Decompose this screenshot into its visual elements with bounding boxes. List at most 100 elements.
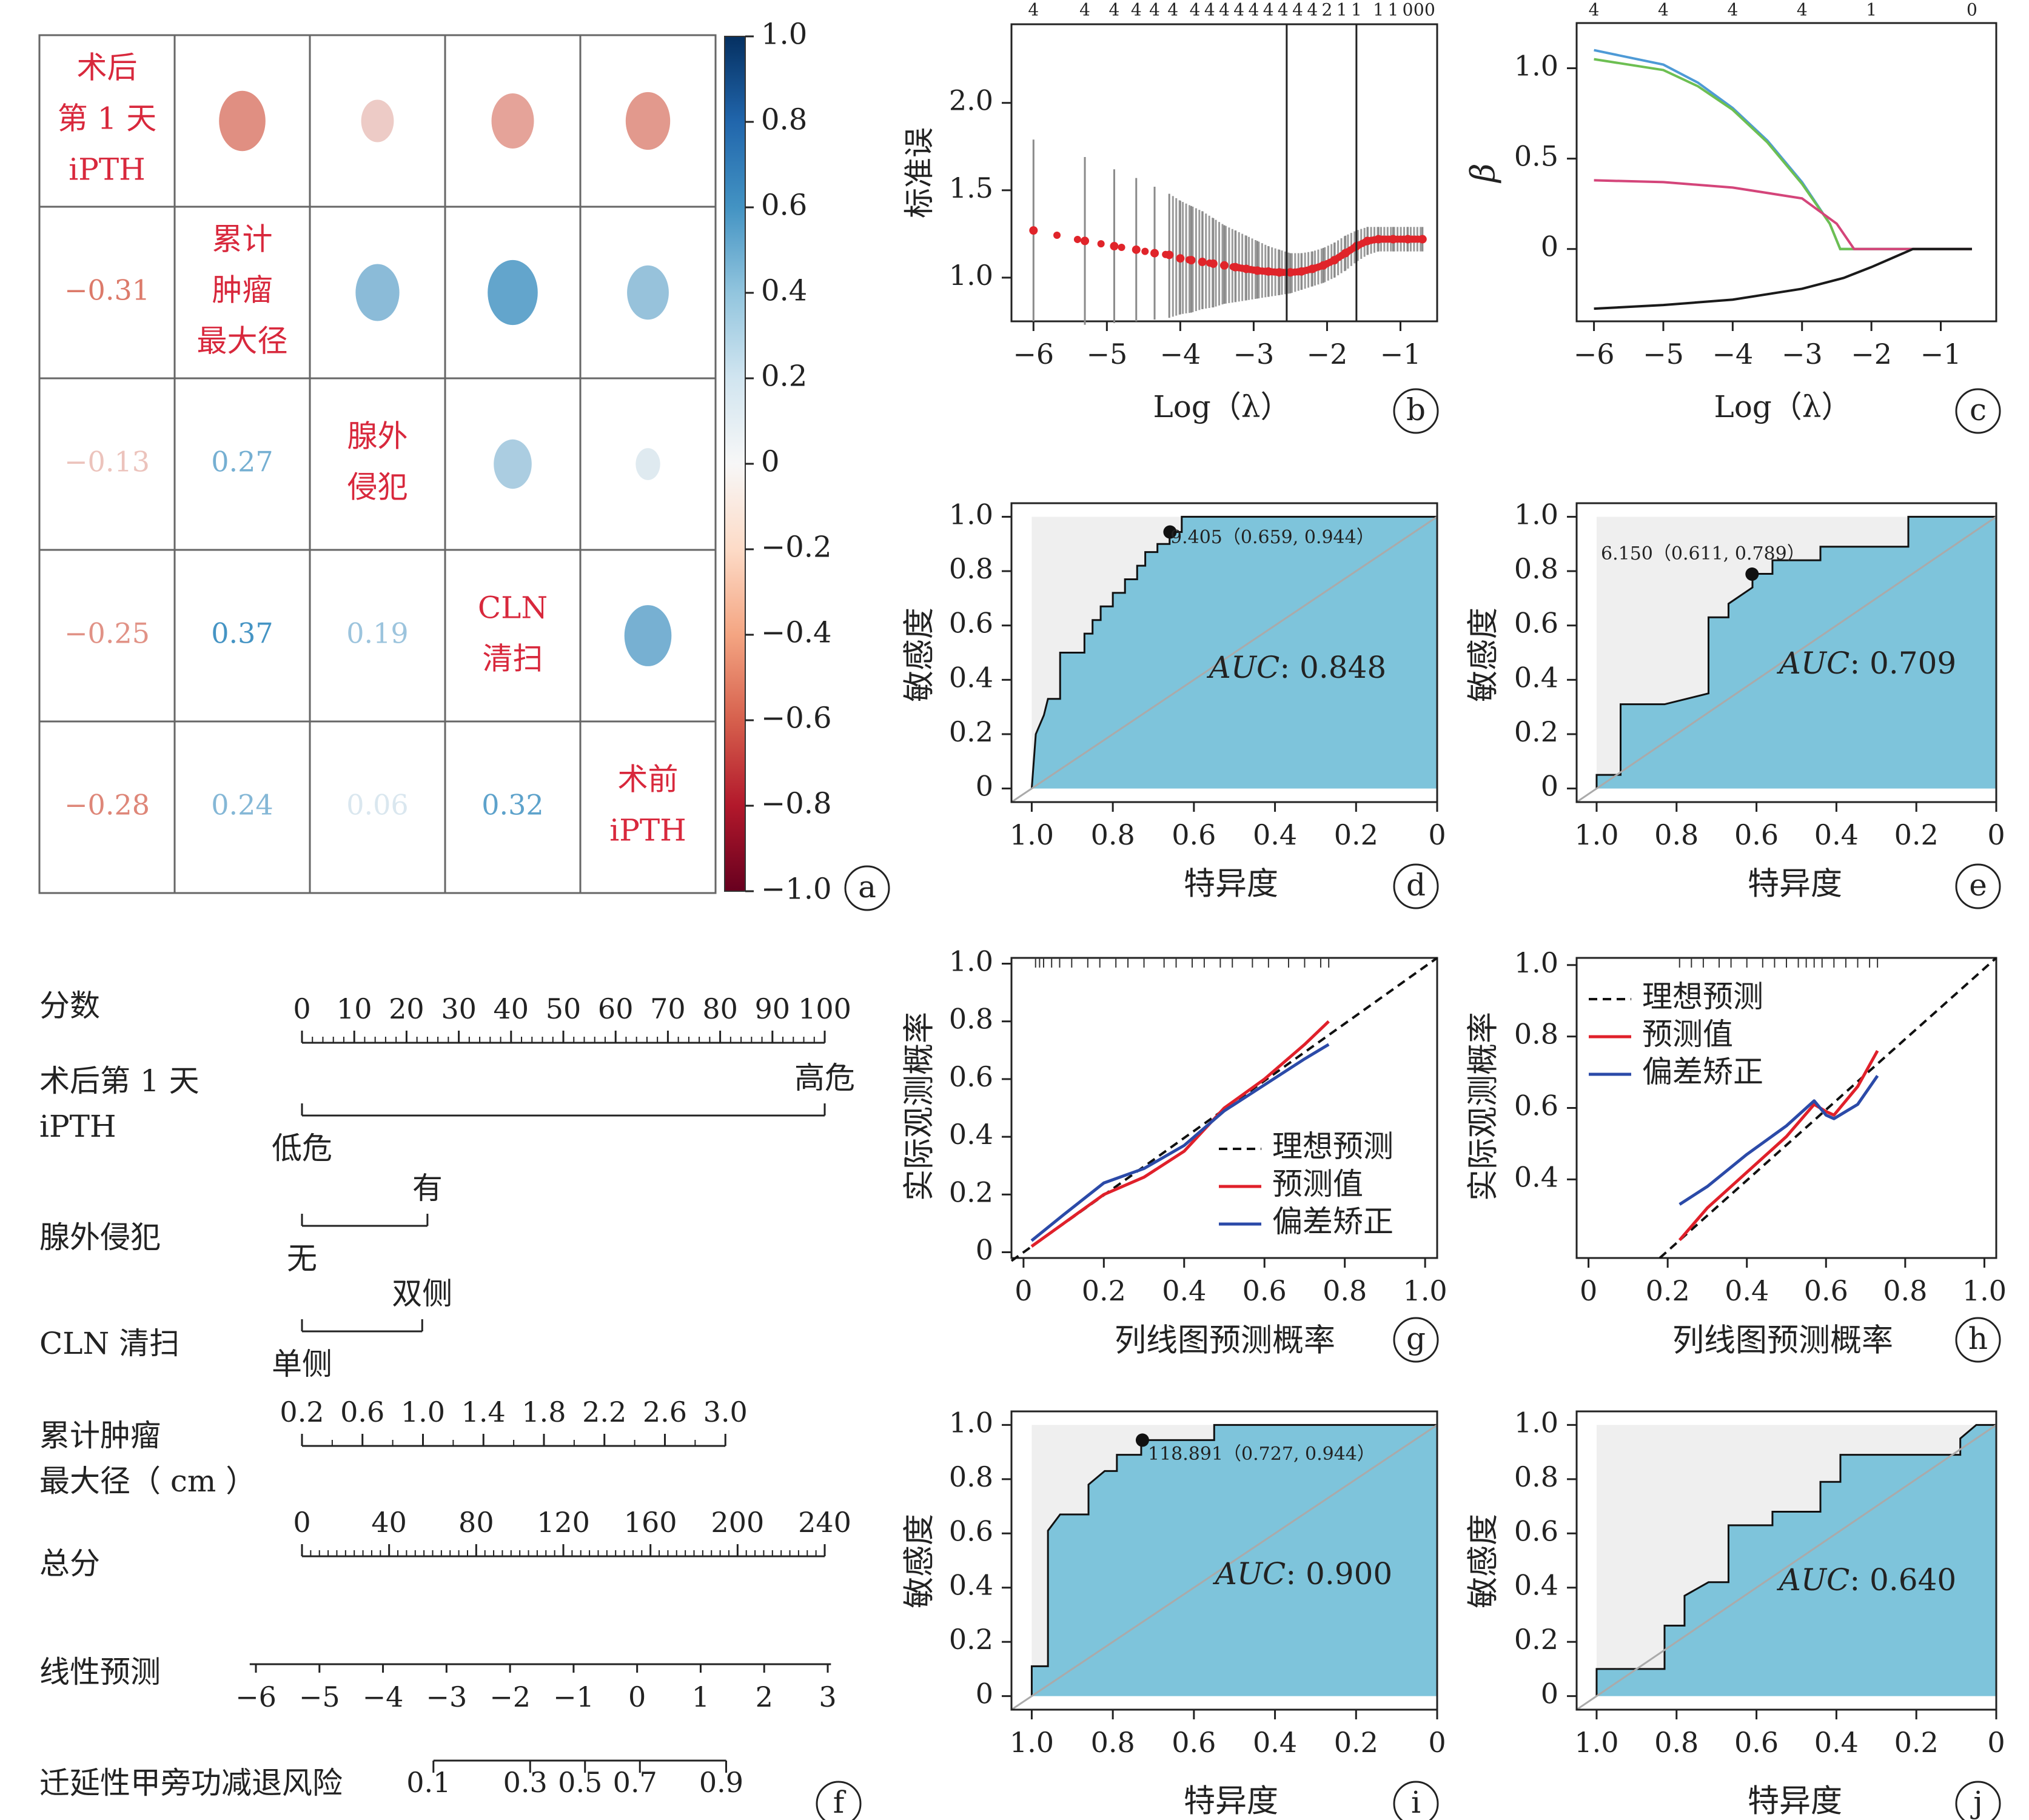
cutoff-point	[1163, 525, 1177, 539]
y-tick-label: 0.6	[1514, 1514, 1558, 1547]
y-tick-label: 1.0	[949, 498, 993, 530]
top-count-label: 4	[1167, 0, 1178, 20]
y-tick-label: 0.5	[1514, 140, 1558, 173]
x-axis-label: 特异度	[1748, 866, 1842, 903]
x-axis-label: 列线图预测概率	[1672, 1323, 1893, 1359]
lasso-cv-frame	[1010, 23, 1438, 323]
cv-mean-point	[1363, 236, 1372, 246]
y-tick-label: 0.4	[949, 1118, 993, 1151]
nomogram-tick-label: 100	[798, 992, 851, 1025]
x-tick-label: −2	[1307, 338, 1348, 370]
x-tick-label: −6	[1013, 338, 1054, 370]
top-count-label: 4	[1233, 0, 1244, 20]
x-tick-label: 0.6	[1734, 1726, 1779, 1759]
corr-variable-label: 清扫	[483, 641, 543, 677]
top-count-label: 4	[1727, 0, 1738, 20]
top-count-label: 1	[1387, 0, 1398, 20]
roc-diagonal	[1576, 516, 1997, 803]
corr-value-label: 0.24	[211, 789, 273, 821]
cv-mean-point	[1110, 242, 1119, 251]
y-tick-label: 0	[1541, 770, 1558, 803]
nomogram-tick-label: 0	[293, 992, 310, 1025]
nomogram-tick-label: 3.0	[703, 1396, 748, 1428]
legend-label: 预测值	[1642, 1017, 1733, 1052]
corr-frame	[38, 34, 717, 894]
roc-curve	[1595, 515, 1996, 789]
nomogram-tick-label: −4	[363, 1681, 404, 1713]
x-tick-label: −3	[1782, 338, 1823, 370]
y-tick-label: 1.5	[949, 172, 993, 204]
nomogram-tick-label: 10	[337, 992, 372, 1025]
y-tick-label: 0	[976, 770, 993, 803]
corr-ellipse	[355, 264, 400, 321]
nomogram-row-label: 累计肿瘤	[39, 1418, 161, 1453]
coefficient-path	[1594, 58, 1972, 250]
panel-label-circle	[816, 1781, 862, 1820]
top-count-label: 4	[1028, 0, 1039, 20]
x-tick-label: 0.8	[1091, 818, 1135, 851]
colorbar-tick-label: −0.4	[761, 616, 832, 650]
corr-variable-label: 最大径	[197, 324, 288, 359]
x-tick-label: −6	[1574, 338, 1615, 370]
x-tick-label: 0.8	[1323, 1274, 1367, 1307]
y-tick-label: 0	[1541, 1678, 1558, 1710]
top-count-label: 4	[1797, 0, 1808, 20]
y-tick-label: 0	[976, 1233, 993, 1266]
x-tick-label: 0	[1987, 1726, 2005, 1759]
y-tick-label: 1.0	[1514, 946, 1558, 979]
corr-variable-label: 术前	[618, 762, 679, 797]
panel-label: g	[1406, 1321, 1426, 1356]
roc-frame	[1010, 502, 1438, 803]
panel-label-circle	[1955, 863, 2001, 909]
y-tick-label: 0.6	[1514, 607, 1558, 640]
panel-label-circle	[844, 865, 890, 911]
nomogram-level-label: 无	[287, 1241, 317, 1276]
top-count-label: 1	[1336, 0, 1347, 20]
top-count-label: 4	[1658, 0, 1669, 20]
corr-value-label: 0.19	[346, 617, 408, 650]
y-tick-label: 0.8	[949, 552, 993, 585]
panel-label: f	[833, 1785, 847, 1820]
nomogram-tick-label: 80	[702, 992, 738, 1025]
panel-label-circle	[1955, 388, 2001, 434]
auc-label-name: AUC	[1777, 1562, 1850, 1598]
x-tick-label: −5	[1643, 338, 1684, 370]
nomogram-tick-label: 2.6	[643, 1396, 687, 1428]
nomogram-tick-label: 40	[371, 1506, 407, 1539]
calibration-frame	[1575, 957, 1997, 1259]
colorbar-tick-label: −0.2	[761, 530, 832, 564]
x-axis-label: 特异度	[1184, 1784, 1278, 1820]
x-tick-label: −1	[1920, 338, 1962, 370]
nomogram-level-label: 有	[412, 1171, 443, 1206]
y-tick-label: 1.0	[949, 945, 993, 978]
y-tick-label: 0.6	[949, 1060, 993, 1093]
panel-label: i	[1411, 1785, 1421, 1820]
x-tick-label: 1.0	[1010, 1726, 1054, 1759]
x-tick-label: 0	[1428, 1726, 1446, 1759]
nomogram-row-label: iPTH	[39, 1109, 116, 1144]
cv-mean-point	[1198, 258, 1207, 266]
legend-label: 理想预测	[1642, 979, 1763, 1014]
x-tick-label: 0.6	[1172, 1726, 1216, 1759]
y-tick-label: 0.4	[1514, 661, 1558, 694]
cv-mean-point	[1220, 261, 1229, 270]
nomogram-level-label: 单侧	[272, 1347, 332, 1382]
corr-value-label: 0.27	[211, 446, 273, 478]
cv-mean-point	[1253, 266, 1262, 275]
y-tick-label: 2.0	[949, 84, 993, 117]
nomogram-tick-label: −6	[235, 1681, 277, 1713]
nomogram-level-label: 低危	[272, 1131, 332, 1166]
nomogram-tick-label: 0	[293, 1506, 310, 1539]
auc-value: : 0.640	[1850, 1562, 1956, 1598]
calibration-curve	[1030, 1020, 1330, 1248]
corr-variable-label: 肿瘤	[212, 273, 273, 308]
nomogram-row-label: 腺外侵犯	[39, 1220, 161, 1255]
nomogram-tick-label: 0.3	[503, 1766, 548, 1799]
colorbar-tick-label: 0	[761, 445, 780, 479]
x-tick-label: 0	[1428, 818, 1446, 851]
calibration-curve	[1030, 1043, 1330, 1242]
cv-mean-point	[1176, 254, 1185, 263]
cv-mean-point	[1297, 267, 1306, 276]
cutoff-label: 6.150（0.611, 0.789）	[1601, 543, 1805, 564]
x-tick-label: 1.0	[1962, 1274, 2007, 1307]
